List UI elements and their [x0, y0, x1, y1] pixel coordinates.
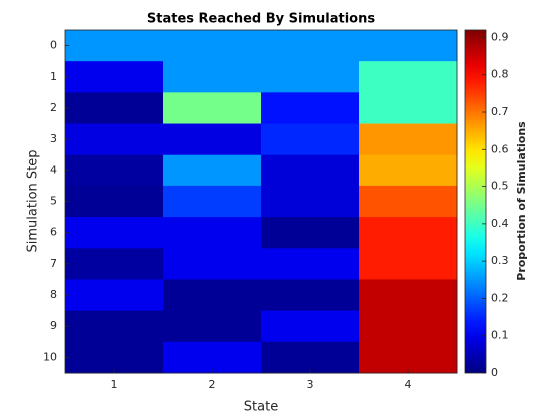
heatmap-cell	[359, 279, 458, 312]
colorbar-tick-label: 0.9	[491, 30, 509, 43]
colorbar-label: Proportion of Simulations	[515, 121, 528, 281]
heatmap-cell	[163, 248, 262, 280]
x-tick-label: 1	[111, 378, 118, 391]
heatmap-cell	[65, 341, 164, 374]
heatmap-cell	[163, 341, 262, 374]
heatmap-cell	[261, 217, 360, 249]
heatmap-cell	[359, 310, 458, 343]
heatmap-cell	[163, 185, 262, 218]
heatmap-cell	[163, 154, 262, 187]
y-tick-label: 2	[50, 101, 57, 114]
heatmap-cell	[359, 154, 458, 187]
chart-title: States Reached By Simulations	[147, 12, 375, 27]
colorbar	[464, 29, 487, 374]
x-tick-label: 2	[209, 378, 216, 391]
heatmap-cell	[261, 341, 360, 374]
y-tick-label: 1	[50, 70, 57, 83]
heatmap-cell	[261, 185, 360, 218]
colorbar-tick-label: 0.4	[491, 217, 509, 230]
heatmap-cell	[65, 248, 164, 280]
heatmap-cell	[65, 217, 164, 249]
y-tick-label: 8	[50, 288, 57, 301]
heatmap-cell	[359, 123, 458, 156]
y-tick-label: 10	[43, 350, 57, 363]
heatmap-cell	[359, 217, 458, 249]
y-tick-label: 9	[50, 319, 57, 332]
y-tick-label: 4	[50, 163, 57, 176]
heatmap-cell	[163, 279, 262, 312]
heatmap-cell	[359, 248, 458, 280]
heatmap-cell	[163, 61, 262, 93]
heatmap-cell	[65, 154, 164, 187]
colorbar-tick-label: 0.5	[491, 180, 509, 193]
heatmap-cell	[261, 154, 360, 187]
heatmap-cell	[163, 310, 262, 343]
x-tick-label: 3	[307, 378, 314, 391]
y-tick-label: 6	[50, 226, 57, 239]
heatmap-cell	[65, 279, 164, 312]
heatmap-cell	[65, 310, 164, 343]
heatmap-cell	[65, 185, 164, 218]
heatmap-cell	[163, 217, 262, 249]
heatmap-cell	[65, 92, 164, 125]
heatmap-cell	[261, 279, 360, 312]
heatmap-cell	[261, 123, 360, 156]
y-axis-label: Simulation Step	[26, 150, 41, 253]
heatmap-cell	[163, 123, 262, 156]
heatmap-cell	[359, 30, 458, 62]
heatmap-cell	[359, 185, 458, 218]
y-tick-label: 5	[50, 195, 57, 208]
heatmap-cell	[261, 92, 360, 125]
colorbar-tick-label: 0	[491, 366, 498, 379]
x-axis-label: State	[244, 400, 278, 415]
heatmap-cell	[65, 123, 164, 156]
heatmap-cell	[261, 61, 360, 93]
colorbar-tick-label: 0.7	[491, 105, 509, 118]
colorbar-tick-label: 0.8	[491, 68, 509, 81]
colorbar-tick-label: 0.3	[491, 254, 509, 267]
heatmap-cell	[261, 30, 360, 62]
heatmap-cell	[65, 61, 164, 93]
heatmap-cell	[359, 61, 458, 93]
heatmap-cell	[163, 30, 262, 62]
heatmap-cell	[163, 92, 262, 125]
heatmap-cell	[261, 248, 360, 280]
heatmap-cell	[65, 30, 164, 62]
x-tick-label: 4	[405, 378, 412, 391]
colorbar-tick-label: 0.6	[491, 142, 509, 155]
y-tick-label: 3	[50, 132, 57, 145]
heatmap-cell	[261, 310, 360, 343]
colorbar-tick-label: 0.1	[491, 329, 509, 342]
heatmap-cell	[359, 341, 458, 374]
colorbar-tick-label: 0.2	[491, 291, 509, 304]
y-tick-label: 7	[50, 257, 57, 270]
heatmap-cell	[359, 92, 458, 125]
y-tick-label: 0	[50, 39, 57, 52]
